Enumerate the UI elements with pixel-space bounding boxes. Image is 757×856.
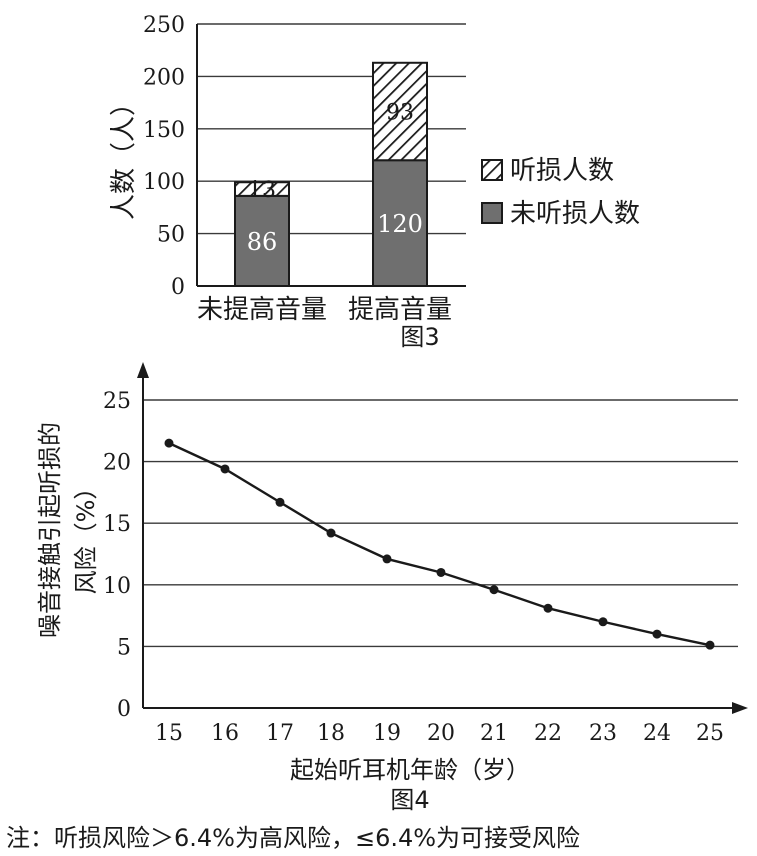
data-point	[220, 464, 230, 474]
bar-data-label: 86	[247, 228, 278, 256]
x-tick-label: 15	[155, 721, 183, 746]
y-tick-label: 250	[143, 13, 185, 38]
data-point	[436, 567, 446, 577]
data-point	[275, 497, 285, 507]
x-tick-label: 24	[643, 721, 671, 746]
y-tick-label: 15	[103, 512, 131, 537]
y-axis-arrow-icon	[137, 362, 149, 378]
data-point	[489, 585, 499, 595]
y-tick-label: 20	[103, 451, 131, 476]
bar-chart-category-labels: 未提高音量 提高音量	[197, 295, 452, 325]
line-chart-x-ticks: 15 16 17 18 19 20 21 22 23 24 25	[155, 721, 724, 746]
bar-chart-y-axis-label: 人数（人）	[109, 90, 139, 220]
line-chart-caption: 图4	[390, 786, 429, 814]
data-point	[705, 640, 715, 650]
line-chart-series-line	[168, 442, 711, 647]
bar-chart-bars: 86 13 120 93	[234, 61, 428, 288]
x-axis-arrow-icon	[732, 702, 748, 714]
legend-label-no-hearing-loss: 未听损人数	[510, 199, 640, 229]
bar-chart-caption: 图3	[400, 323, 439, 351]
legend-label-hearing-loss: 听损人数	[510, 156, 614, 186]
bar-chart: 0 50 100 150 200 250 86 13 120 93 未提高音量 提高音量 人数（人…	[109, 13, 640, 351]
data-point	[382, 554, 392, 564]
x-tick-label: 21	[480, 721, 508, 746]
x-tick-label: 23	[589, 721, 617, 746]
category-label: 提高音量	[348, 295, 452, 325]
x-tick-label: 17	[266, 721, 294, 746]
legend-swatch-solid	[481, 202, 503, 224]
y-tick-label: 0	[171, 275, 185, 300]
x-tick-label: 25	[696, 721, 724, 746]
category-label: 未提高音量	[197, 295, 327, 325]
bar-data-label: 13	[248, 178, 276, 203]
line-chart-gridlines	[143, 399, 738, 648]
legend-swatch-hatched	[481, 159, 503, 181]
line-chart-y-axis-label-line1: 噪音接触引起听损的	[36, 422, 64, 638]
data-point	[543, 603, 553, 613]
data-point	[652, 629, 662, 639]
x-tick-label: 18	[317, 721, 345, 746]
footnote: 注：听损风险＞6.4%为高风险，≤6.4%为可接受风险	[6, 824, 580, 852]
line-chart-y-ticks: 0 5 10 15 20 25	[103, 389, 131, 722]
y-tick-label: 150	[143, 118, 185, 143]
x-tick-label: 19	[373, 721, 401, 746]
x-tick-label: 22	[534, 721, 562, 746]
bar-segment-hearing-loss	[372, 61, 428, 162]
bar-data-label: 93	[386, 101, 414, 126]
data-point	[164, 438, 174, 448]
y-tick-label: 25	[103, 389, 131, 414]
bar-segment-no-hearing-loss	[234, 194, 290, 287]
bar-data-label: 120	[377, 210, 423, 238]
bar-chart-legend: 听损人数 未听损人数	[481, 156, 640, 229]
line-chart-points	[164, 438, 715, 650]
bar-segment-hearing-loss	[234, 181, 290, 197]
data-point	[598, 617, 608, 627]
y-tick-label: 10	[103, 574, 131, 599]
y-tick-label: 50	[157, 223, 185, 248]
line-chart: 0 5 10 15 20 25 15 16 17 18 19 20 21 22 23 24 25 噪音接触引起…	[36, 362, 748, 814]
x-tick-label: 20	[427, 721, 455, 746]
y-tick-label: 0	[117, 697, 131, 722]
line-chart-x-axis-label: 起始听耳机年龄（岁）	[290, 756, 530, 784]
y-tick-label: 100	[143, 170, 185, 195]
y-tick-label: 5	[117, 635, 131, 660]
line-chart-y-axis-label-line2: 风险（%）	[72, 476, 100, 595]
y-tick-label: 200	[143, 65, 185, 90]
x-tick-label: 16	[211, 721, 239, 746]
data-point	[326, 528, 336, 538]
bar-chart-y-ticks: 0 50 100 150 200 250	[143, 13, 185, 300]
